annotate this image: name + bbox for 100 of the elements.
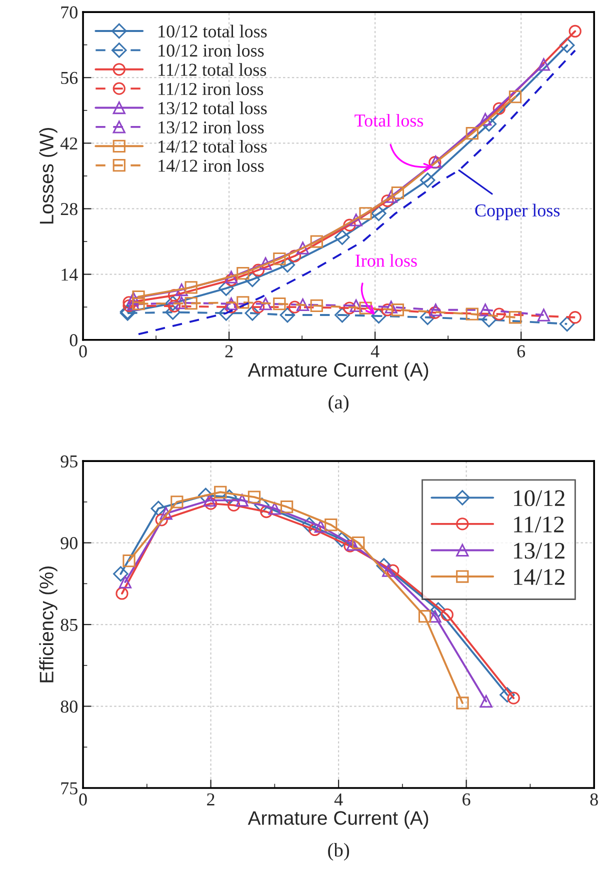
point xyxy=(492,102,506,115)
point xyxy=(350,214,362,226)
legend-label: 11/12 total loss xyxy=(158,63,266,76)
point xyxy=(244,306,260,321)
point xyxy=(492,308,506,320)
point xyxy=(252,264,265,276)
x-tick-label: 8 xyxy=(590,793,598,806)
point xyxy=(132,297,145,310)
legend-label: 14/12 xyxy=(514,569,564,586)
point xyxy=(227,498,240,512)
point xyxy=(508,311,522,324)
point xyxy=(224,270,238,284)
x-axis-title: Armature Current (A) xyxy=(248,810,428,829)
point xyxy=(382,564,395,577)
point xyxy=(118,576,132,588)
point xyxy=(352,536,365,550)
point xyxy=(381,304,394,316)
point xyxy=(343,218,356,232)
point xyxy=(381,194,394,208)
point xyxy=(384,300,398,314)
point xyxy=(273,252,286,266)
point xyxy=(428,610,442,623)
annotation: Copper loss xyxy=(475,204,560,220)
point xyxy=(168,300,181,312)
point xyxy=(334,532,350,548)
legend-label: 13/12 xyxy=(514,542,564,559)
point xyxy=(308,523,322,536)
y-tick-label: 90 xyxy=(60,537,78,550)
y-tick-label: 42 xyxy=(60,137,78,150)
x-tick-label: 6 xyxy=(517,345,526,358)
x-tick-label: 6 xyxy=(462,793,470,806)
point xyxy=(537,58,550,71)
y-axis-title: Losses (W) xyxy=(39,128,58,224)
point xyxy=(568,311,582,324)
point xyxy=(314,520,327,533)
annotation: Total loss xyxy=(354,114,424,127)
point xyxy=(198,488,214,504)
point xyxy=(456,696,469,710)
point xyxy=(508,90,522,104)
point xyxy=(175,283,188,296)
legend-label: 11/12 iron loss xyxy=(158,82,264,96)
point xyxy=(334,230,350,245)
text: (a) xyxy=(328,395,348,413)
point xyxy=(160,507,172,520)
y-tick-label: 28 xyxy=(60,202,78,216)
y-tick-label: 70 xyxy=(61,6,78,18)
y-tick-label: 14 xyxy=(62,268,78,281)
point xyxy=(359,207,372,220)
point xyxy=(127,292,140,304)
point xyxy=(236,296,250,309)
point xyxy=(429,304,442,316)
point xyxy=(466,308,478,320)
point xyxy=(222,489,237,505)
point xyxy=(127,298,140,311)
y-tick-label: 85 xyxy=(60,618,78,631)
point xyxy=(170,496,184,508)
point xyxy=(310,235,323,248)
point xyxy=(218,306,234,321)
point xyxy=(334,307,350,323)
point xyxy=(500,687,515,702)
x-tick-label: 2 xyxy=(207,793,214,806)
y-tick-label: 56 xyxy=(61,72,78,84)
x-tick-label: 0 xyxy=(79,793,87,806)
point xyxy=(350,299,362,312)
point xyxy=(371,308,386,324)
point xyxy=(244,272,260,288)
point xyxy=(296,298,310,312)
point xyxy=(236,267,250,280)
y-axis-title: Efficiency (%) xyxy=(39,566,58,682)
x-tick-label: 0 xyxy=(79,345,87,358)
legend-label: 11/12 xyxy=(514,516,564,532)
y-tick-label: 95 xyxy=(60,455,78,468)
point xyxy=(113,566,128,582)
point xyxy=(559,316,575,332)
point xyxy=(478,112,492,126)
legend-label: 10/12 iron loss xyxy=(158,44,264,57)
x-tick-label: 2 xyxy=(225,345,233,358)
x-tick-label: 4 xyxy=(370,345,380,358)
annotation: Iron loss xyxy=(355,254,417,267)
point xyxy=(288,300,302,314)
point xyxy=(150,500,166,516)
point xyxy=(116,587,128,600)
x-tick-label: 4 xyxy=(334,793,343,806)
text: (b) xyxy=(328,842,350,861)
point xyxy=(481,312,497,328)
point xyxy=(346,538,359,551)
point xyxy=(224,297,238,310)
point xyxy=(236,494,248,507)
point xyxy=(440,608,454,622)
point xyxy=(122,554,136,568)
point xyxy=(343,302,356,314)
point xyxy=(122,299,136,312)
point xyxy=(376,558,392,574)
point xyxy=(248,490,261,504)
point xyxy=(302,517,317,532)
point xyxy=(175,296,188,310)
point xyxy=(268,502,281,515)
point xyxy=(391,186,404,200)
point xyxy=(155,514,168,526)
point xyxy=(165,296,180,311)
